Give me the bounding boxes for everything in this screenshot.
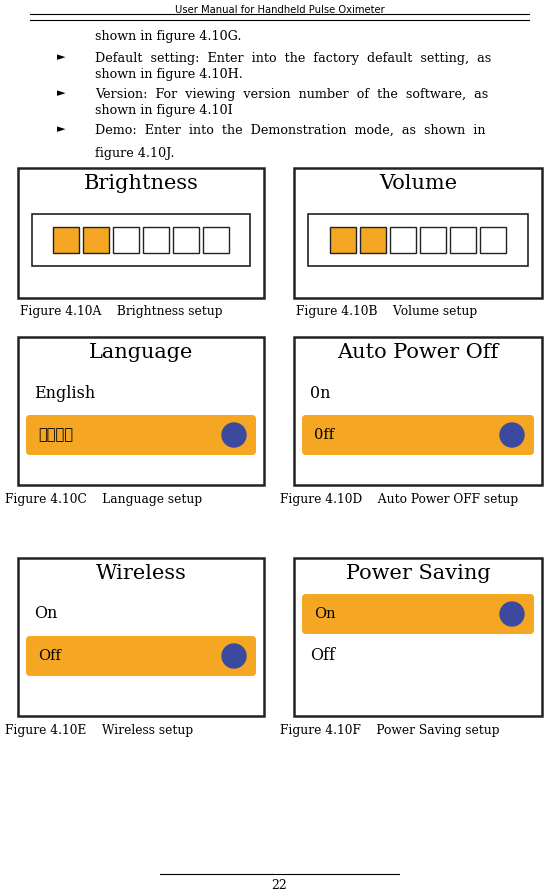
Bar (308, 214, 528, 266)
Circle shape (222, 423, 246, 447)
Circle shape (222, 644, 246, 668)
Text: shown in figure 4.10H.: shown in figure 4.10H. (95, 68, 243, 81)
FancyBboxPatch shape (302, 415, 534, 455)
FancyBboxPatch shape (26, 636, 256, 676)
Bar (18, 337, 264, 485)
Text: 简体中文: 简体中文 (38, 428, 73, 442)
Bar (53, 227, 79, 253)
Text: 22: 22 (272, 879, 287, 889)
Text: shown in figure 4.10I: shown in figure 4.10I (95, 104, 233, 117)
Text: Figure 4.10E    Wireless setup: Figure 4.10E Wireless setup (5, 724, 193, 737)
FancyBboxPatch shape (302, 594, 534, 634)
Text: figure 4.10J.: figure 4.10J. (95, 147, 174, 160)
Text: Power Saving: Power Saving (345, 564, 490, 583)
Text: On: On (34, 605, 58, 622)
Text: Brightness: Brightness (83, 174, 198, 193)
Text: Figure 4.10A    Brightness setup: Figure 4.10A Brightness setup (20, 305, 222, 318)
Text: shown in figure 4.10G.: shown in figure 4.10G. (95, 30, 241, 43)
Bar (173, 227, 199, 253)
Text: Figure 4.10D    Auto Power OFF setup: Figure 4.10D Auto Power OFF setup (280, 493, 518, 506)
FancyBboxPatch shape (26, 415, 256, 455)
Bar (480, 227, 506, 253)
Text: Wireless: Wireless (96, 564, 187, 583)
Text: Language: Language (89, 343, 193, 362)
Bar (450, 227, 476, 253)
Text: Figure 4.10B    Volume setup: Figure 4.10B Volume setup (296, 305, 477, 318)
Text: Off: Off (310, 647, 335, 664)
Bar (18, 168, 264, 298)
Text: On: On (314, 607, 335, 621)
Text: Auto Power Off: Auto Power Off (338, 343, 499, 362)
Bar (294, 168, 542, 298)
Text: ►: ► (57, 88, 65, 98)
Circle shape (500, 423, 524, 447)
Bar (420, 227, 446, 253)
Bar (294, 337, 542, 485)
Text: ►: ► (57, 124, 65, 134)
Text: Demo:  Enter  into  the  Demonstration  mode,  as  shown  in: Demo: Enter into the Demonstration mode,… (95, 124, 486, 137)
Text: User Manual for Handheld Pulse Oximeter: User Manual for Handheld Pulse Oximeter (174, 5, 385, 15)
Bar (390, 227, 416, 253)
Text: Version:  For  viewing  version  number  of  the  software,  as: Version: For viewing version number of t… (95, 88, 488, 101)
Text: Figure 4.10F    Power Saving setup: Figure 4.10F Power Saving setup (280, 724, 500, 737)
Text: 0n: 0n (310, 385, 330, 402)
Text: ►: ► (57, 52, 65, 62)
Text: Default  setting:  Enter  into  the  factory  default  setting,  as: Default setting: Enter into the factory … (95, 52, 491, 65)
Bar (360, 227, 386, 253)
Bar (18, 558, 264, 716)
Bar (143, 227, 169, 253)
Text: Volume: Volume (379, 174, 457, 193)
Bar (113, 227, 139, 253)
Bar (203, 227, 229, 253)
Text: English: English (34, 385, 95, 402)
Text: 0ff: 0ff (314, 428, 334, 442)
Bar (294, 558, 542, 716)
Text: Figure 4.10C    Language setup: Figure 4.10C Language setup (5, 493, 202, 506)
Circle shape (500, 602, 524, 626)
Bar (32, 214, 250, 266)
Bar (330, 227, 356, 253)
Bar (83, 227, 109, 253)
Text: Off: Off (38, 649, 61, 663)
